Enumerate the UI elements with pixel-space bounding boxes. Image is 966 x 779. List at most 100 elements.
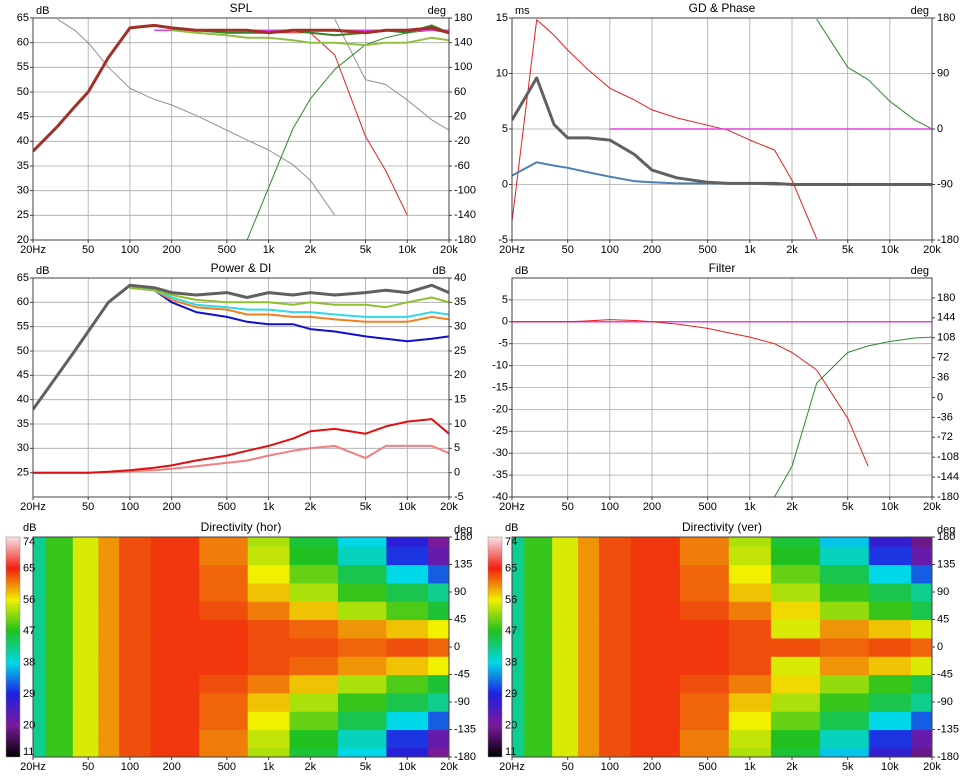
y2-tick-label: -140 [454, 209, 476, 221]
heatmap-cell [512, 747, 525, 757]
heatmap-cell [289, 537, 339, 547]
heatmap-cell [33, 729, 46, 749]
colorbar-tick-label: 29 [23, 688, 35, 700]
x-tick-label: 1k [744, 761, 756, 773]
y-tick-label: 0 [502, 178, 508, 190]
y2-tick-label: 20 [454, 369, 466, 381]
series-line [171, 29, 449, 47]
heatmap-cell [868, 564, 912, 584]
heatmap-cell [45, 674, 74, 694]
y-tick-label: 35 [17, 418, 29, 430]
heatmap-cell [599, 637, 632, 657]
heatmap-cell [868, 619, 912, 639]
y-tick-label: 135 [937, 558, 955, 570]
series-line [512, 319, 869, 467]
x-tick-label: 10k [881, 761, 899, 773]
y-axis-label: dB [36, 265, 49, 277]
y-tick-label: 45 [937, 613, 949, 625]
y2-tick-label: 72 [937, 352, 949, 364]
heatmap-cell [552, 564, 579, 584]
heatmap-cell [119, 656, 152, 676]
colorbar-tick-label: 65 [23, 562, 35, 574]
heatmap-cell [599, 747, 632, 757]
heatmap-cell [679, 619, 730, 639]
heatmap-cell [910, 692, 932, 712]
heatmap-cell [247, 711, 291, 731]
heatmap-cell [577, 674, 600, 694]
x-tick-label: 500 [699, 761, 717, 773]
heatmap-cell [728, 546, 772, 566]
y-tick-label: 135 [454, 558, 472, 570]
heatmap-cell [119, 564, 152, 584]
x-tick-label: 5k [842, 244, 854, 256]
heatmap-cell [72, 729, 99, 749]
heatmap-cell [247, 692, 291, 712]
heatmap-cell [910, 564, 932, 584]
x-tick-label: 1k [744, 244, 756, 256]
heatmap-cell [337, 619, 387, 639]
heatmap-cell [119, 711, 152, 731]
heatmap-cell [33, 656, 46, 676]
heatmap-cell [72, 692, 99, 712]
x-tick-label: 1k [263, 501, 275, 513]
heatmap-cell [72, 747, 99, 757]
colorbar-tick-label: 74 [23, 536, 35, 548]
series-line [816, 18, 932, 130]
y2-tick-label: -180 [454, 234, 476, 246]
heatmap-cell [199, 747, 249, 757]
y2-tick-label: -36 [937, 411, 953, 423]
y2-tick-label: -20 [454, 135, 470, 147]
heatmap-cell [45, 546, 74, 566]
x-tick-label: 1k [263, 244, 275, 256]
y-tick-label: -90 [937, 696, 953, 708]
heatmap-cell [289, 692, 339, 712]
heatmap-cell [119, 674, 152, 694]
heatmap-cell [728, 537, 772, 547]
y-tick-label: 65 [17, 272, 29, 284]
y-axis-label: deg [454, 524, 472, 536]
heatmap-cell [630, 674, 681, 694]
heatmap-cell [45, 619, 74, 639]
x-tick-label: 20k [440, 761, 458, 773]
heatmap-cell [868, 601, 912, 621]
heatmap-cell [199, 619, 249, 639]
x-tick-label: 200 [162, 501, 180, 513]
y2-tick-label: -144 [937, 471, 959, 483]
colorbar-tick-label: 29 [505, 688, 517, 700]
heatmap-cell [910, 537, 932, 547]
heatmap-cell [512, 619, 525, 639]
heatmap-cell [199, 692, 249, 712]
heatmap-cell [45, 729, 74, 749]
chart-title: Directivity (ver) [682, 520, 762, 534]
heatmap-cell [386, 747, 429, 757]
heatmap-cell [552, 582, 579, 602]
colorbar-tick-label: 38 [505, 657, 517, 669]
heatmap-cell [679, 711, 730, 731]
heatmap-cell [150, 656, 200, 676]
heatmap-cell [599, 729, 632, 749]
heatmap-cell [599, 582, 632, 602]
x-tick-label: 200 [162, 761, 180, 773]
x-tick-label: 10k [398, 244, 416, 256]
colorbar-tick-label: 74 [505, 536, 517, 548]
series-line [512, 76, 932, 186]
heatmap-cell [512, 582, 525, 602]
heatmap-cell [98, 692, 120, 712]
x-tick-label: 5k [842, 501, 854, 513]
y-tick-label: -30 [492, 447, 508, 459]
heatmap-cell [33, 601, 46, 621]
heatmap-cell [119, 692, 152, 712]
heatmap-cell [552, 637, 579, 657]
heatmap-cell [247, 656, 291, 676]
x-tick-label: 200 [643, 244, 661, 256]
heatmap-cell [33, 537, 46, 547]
y2-tick-label: -180 [937, 491, 959, 503]
x-tick-label: 50 [82, 761, 94, 773]
heatmap-cell [428, 546, 449, 566]
heatmap-cell [552, 656, 579, 676]
heatmap-cell [150, 537, 200, 547]
y2-tick-label: 180 [937, 12, 955, 24]
heatmap-cell [45, 692, 74, 712]
heatmap-cell [428, 637, 449, 657]
heatmap-cell [728, 564, 772, 584]
